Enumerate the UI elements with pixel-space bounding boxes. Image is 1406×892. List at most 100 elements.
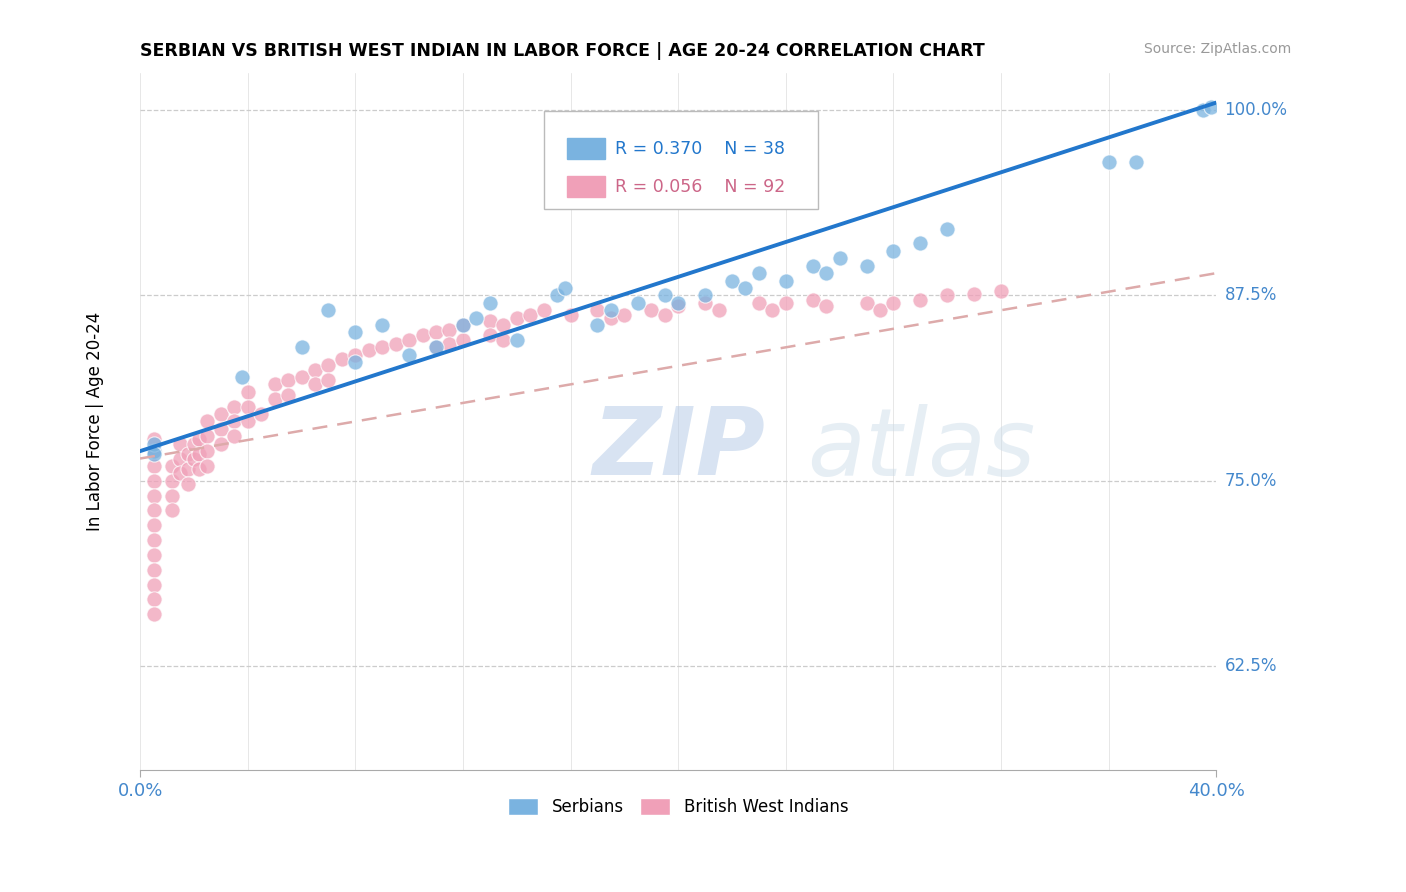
- Point: [492, 333, 515, 347]
- Point: [600, 303, 623, 318]
- Point: [142, 458, 165, 473]
- Point: [425, 326, 447, 340]
- Point: [236, 384, 259, 399]
- Text: R = 0.056    N = 92: R = 0.056 N = 92: [614, 178, 785, 195]
- Point: [169, 451, 191, 466]
- Point: [188, 462, 211, 476]
- Point: [586, 303, 609, 318]
- Point: [425, 340, 447, 354]
- Point: [1125, 155, 1147, 169]
- Point: [142, 563, 165, 577]
- Point: [142, 503, 165, 517]
- Point: [357, 343, 380, 358]
- Point: [412, 328, 434, 343]
- Point: [231, 370, 253, 384]
- Point: [224, 414, 246, 428]
- Point: [734, 281, 756, 295]
- Point: [613, 308, 636, 322]
- Point: [533, 303, 555, 318]
- Point: [162, 474, 184, 488]
- Point: [142, 489, 165, 503]
- Text: Source: ZipAtlas.com: Source: ZipAtlas.com: [1144, 42, 1292, 55]
- Point: [519, 308, 541, 322]
- Point: [162, 458, 184, 473]
- Point: [188, 447, 211, 461]
- Text: ZIP: ZIP: [592, 403, 765, 495]
- Point: [478, 328, 501, 343]
- Point: [277, 388, 299, 402]
- Point: [815, 299, 838, 313]
- Point: [142, 474, 165, 488]
- Point: [224, 400, 246, 414]
- Point: [801, 259, 824, 273]
- Point: [869, 303, 891, 318]
- Point: [304, 362, 326, 376]
- Point: [142, 447, 165, 461]
- Point: [801, 293, 824, 307]
- Point: [1098, 155, 1121, 169]
- Point: [398, 333, 420, 347]
- Point: [304, 377, 326, 392]
- Point: [183, 451, 205, 466]
- Point: [142, 444, 165, 458]
- Point: [384, 337, 406, 351]
- Point: [236, 414, 259, 428]
- Point: [882, 295, 904, 310]
- Point: [451, 333, 474, 347]
- Point: [142, 533, 165, 548]
- Text: In Labor Force | Age 20-24: In Labor Force | Age 20-24: [86, 312, 104, 531]
- Text: SERBIAN VS BRITISH WEST INDIAN IN LABOR FORCE | AGE 20-24 CORRELATION CHART: SERBIAN VS BRITISH WEST INDIAN IN LABOR …: [141, 42, 984, 61]
- Point: [318, 358, 340, 372]
- Point: [188, 432, 211, 446]
- Point: [693, 295, 716, 310]
- Bar: [568, 138, 605, 160]
- FancyBboxPatch shape: [544, 112, 818, 209]
- Point: [990, 284, 1012, 298]
- Point: [451, 318, 474, 332]
- Point: [600, 310, 623, 325]
- Point: [775, 274, 797, 288]
- Text: 62.5%: 62.5%: [1225, 657, 1277, 675]
- Point: [398, 348, 420, 362]
- Point: [910, 236, 932, 251]
- Legend: Serbians, British West Indians: Serbians, British West Indians: [499, 789, 856, 824]
- Point: [177, 447, 200, 461]
- Point: [177, 462, 200, 476]
- Point: [666, 299, 689, 313]
- Point: [224, 429, 246, 443]
- Point: [344, 355, 367, 369]
- Point: [290, 340, 312, 354]
- Point: [1192, 103, 1215, 117]
- Point: [209, 422, 232, 436]
- Point: [169, 436, 191, 450]
- Point: [142, 518, 165, 533]
- Point: [828, 252, 851, 266]
- Point: [654, 308, 676, 322]
- Point: [277, 373, 299, 387]
- Point: [748, 266, 770, 280]
- Point: [654, 288, 676, 302]
- Point: [748, 295, 770, 310]
- Point: [963, 287, 986, 301]
- Point: [195, 429, 218, 443]
- Point: [560, 308, 582, 322]
- Point: [142, 432, 165, 446]
- Point: [721, 274, 744, 288]
- Point: [142, 592, 165, 607]
- Point: [693, 288, 716, 302]
- Point: [195, 444, 218, 458]
- Point: [142, 436, 165, 450]
- Point: [815, 266, 838, 280]
- Point: [209, 436, 232, 450]
- Text: 75.0%: 75.0%: [1225, 472, 1277, 490]
- Point: [761, 303, 783, 318]
- Point: [142, 444, 165, 458]
- Text: atlas: atlas: [807, 404, 1036, 495]
- Point: [855, 295, 877, 310]
- Point: [586, 318, 609, 332]
- Text: 100.0%: 100.0%: [1225, 101, 1288, 119]
- Point: [855, 259, 877, 273]
- Point: [330, 352, 353, 367]
- Point: [142, 577, 165, 591]
- Point: [775, 295, 797, 310]
